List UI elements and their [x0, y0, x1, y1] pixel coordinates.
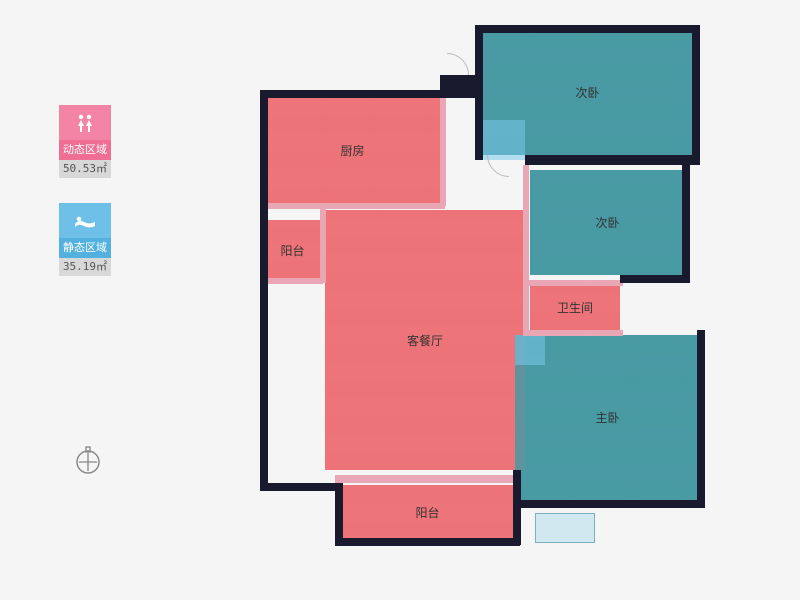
room-label-bed2a: 次卧 — [575, 84, 599, 101]
wall-7 — [620, 275, 690, 283]
inner-wall-0 — [268, 203, 323, 209]
highlight-0 — [480, 120, 525, 160]
wall-10 — [513, 470, 521, 545]
legend-dynamic: 动态区域 50.53㎡ — [50, 105, 120, 178]
legend-static-value: 35.19㎡ — [59, 258, 111, 276]
inner-wall-6 — [523, 330, 623, 336]
wall-11 — [335, 538, 520, 546]
wall-3 — [475, 25, 700, 33]
wall-13 — [260, 483, 340, 491]
room-balcony2: 阳台 — [340, 485, 515, 540]
wall-15 — [525, 155, 690, 165]
legend-static-label: 静态区域 — [59, 238, 111, 258]
room-bed2b: 次卧 — [530, 170, 685, 275]
room-label-balcony2: 阳台 — [415, 504, 439, 521]
legend-dynamic-value: 50.53㎡ — [59, 160, 111, 178]
room-label-bed2b: 次卧 — [595, 214, 619, 231]
inner-wall-5 — [523, 165, 529, 333]
static-zone-icon — [59, 203, 111, 238]
highlight-1 — [515, 335, 545, 365]
room-label-balcony1: 阳台 — [280, 242, 304, 259]
floorplan: 厨房阳台客餐厅阳台卫生间次卧次卧主卧 — [235, 15, 720, 585]
room-balcony1: 阳台 — [265, 220, 320, 280]
inner-wall-3 — [440, 98, 446, 206]
room-bath: 卫生间 — [530, 285, 620, 330]
wall-4 — [692, 25, 700, 160]
dynamic-zone-icon — [59, 105, 111, 140]
room-living: 客餐厅 — [325, 210, 525, 470]
room-label-kitchen: 厨房 — [340, 142, 364, 159]
wall-6 — [682, 165, 690, 280]
wall-8 — [697, 330, 705, 505]
room-label-living: 客餐厅 — [407, 332, 443, 349]
room-label-master: 主卧 — [595, 409, 619, 426]
inner-wall-4 — [325, 203, 445, 209]
legend-static: 静态区域 35.19㎡ — [50, 203, 120, 276]
inner-wall-2 — [268, 278, 323, 284]
wall-14 — [440, 75, 480, 98]
legend-panel: 动态区域 50.53㎡ 静态区域 35.19㎡ — [50, 105, 120, 301]
inner-wall-7 — [523, 280, 623, 286]
wall-1 — [260, 90, 445, 98]
inner-wall-8 — [335, 475, 515, 483]
window-0 — [535, 513, 595, 543]
wall-0 — [260, 90, 268, 490]
wall-9 — [515, 500, 705, 508]
inner-wall-1 — [320, 203, 326, 283]
wall-12 — [335, 483, 343, 543]
legend-dynamic-label: 动态区域 — [59, 140, 111, 160]
room-label-bath: 卫生间 — [557, 299, 593, 316]
compass-icon — [75, 445, 101, 480]
room-kitchen: 厨房 — [265, 95, 440, 205]
